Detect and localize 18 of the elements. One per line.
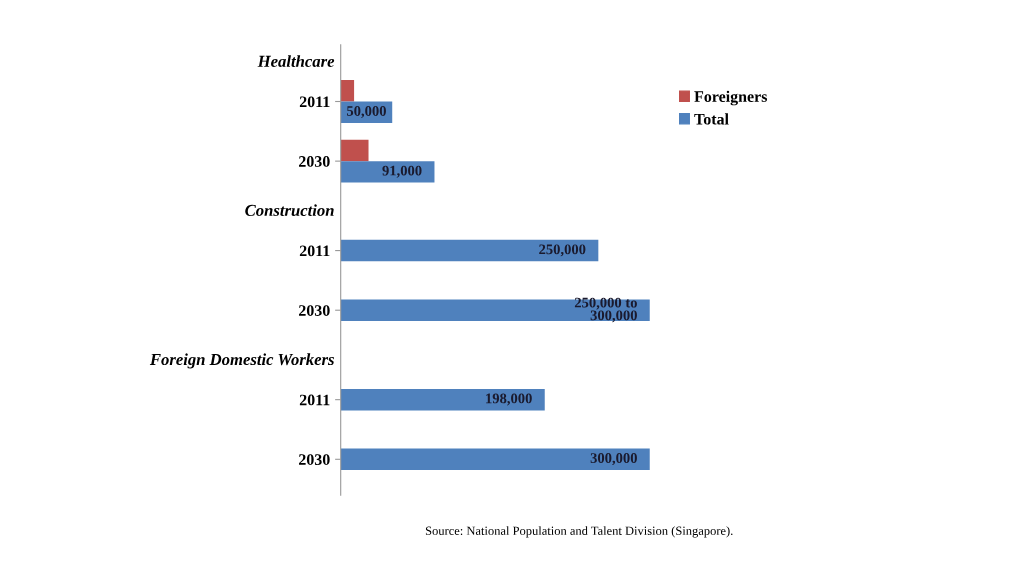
legend-label: Foreigners: [694, 90, 768, 106]
data-label: 250,000: [539, 244, 586, 257]
y-tick-label: 2011: [299, 96, 330, 108]
text: Construction: [245, 204, 334, 217]
y-tick-label: 2030: [299, 454, 330, 465]
y-tick-label: 2011: [299, 245, 330, 257]
data-label: 300,000: [590, 453, 637, 466]
text: Foreign Domestic Workers: [149, 353, 334, 369]
source-note: Source: National Population and Talent Division (Singapore).: [425, 526, 733, 538]
legend-label: Total: [694, 113, 729, 125]
y-tick-label: 2011: [299, 394, 330, 406]
y-tick-label: 2030: [299, 305, 330, 316]
data-label: 198,000: [486, 393, 532, 406]
data-label: 50,000: [346, 106, 386, 118]
text: Healthcare: [257, 55, 335, 67]
data-label: 91,000: [382, 165, 422, 178]
data-label: 250,000 to 300,000: [574, 297, 637, 323]
y-tick-label: 2030: [299, 156, 330, 167]
